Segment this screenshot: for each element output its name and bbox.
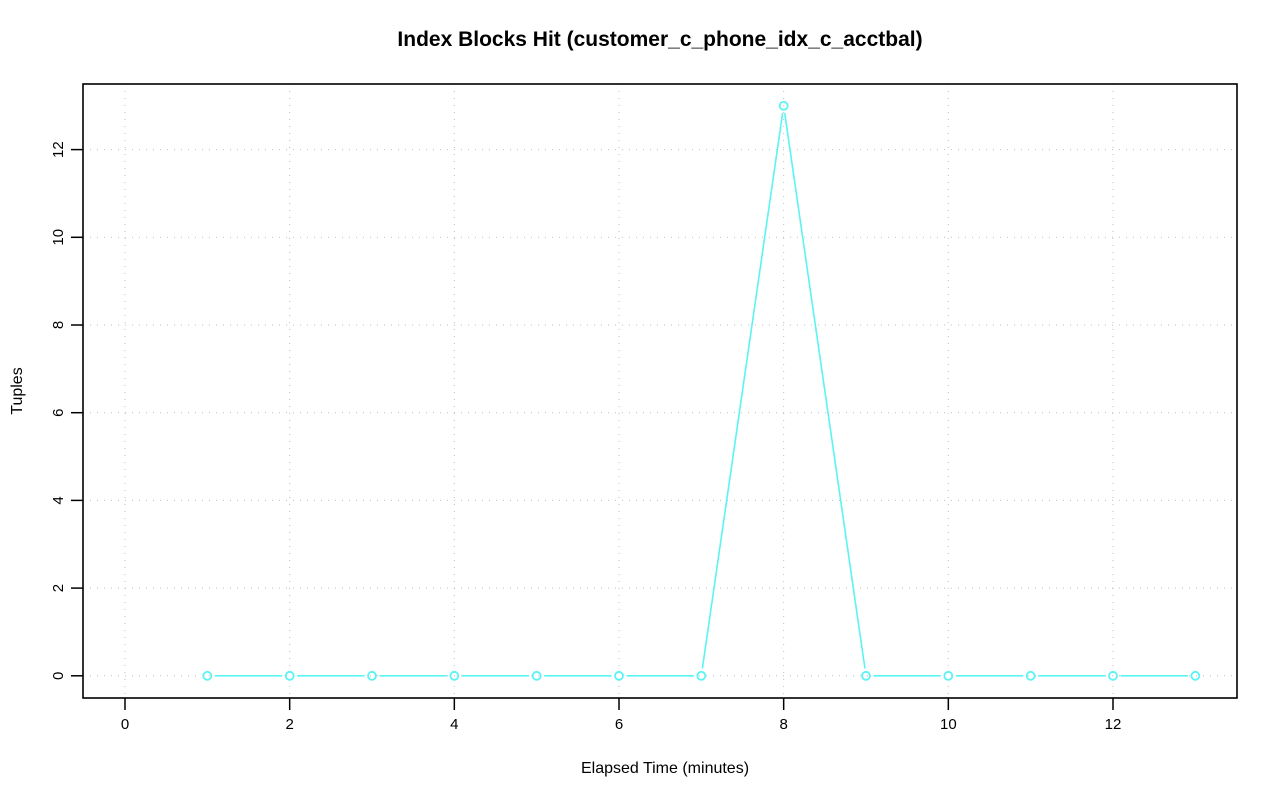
svg-text:2: 2 (50, 584, 67, 592)
svg-text:0: 0 (121, 716, 129, 733)
svg-text:12: 12 (50, 141, 67, 158)
svg-text:4: 4 (450, 716, 458, 733)
svg-text:10: 10 (940, 716, 957, 733)
svg-text:0: 0 (50, 672, 67, 680)
svg-text:10: 10 (50, 229, 67, 246)
svg-text:8: 8 (50, 321, 67, 329)
svg-text:12: 12 (1105, 716, 1122, 733)
svg-text:6: 6 (50, 409, 67, 417)
svg-text:2: 2 (285, 716, 293, 733)
svg-text:4: 4 (50, 496, 67, 504)
svg-text:Elapsed Time (minutes): Elapsed Time (minutes) (581, 760, 749, 777)
svg-text:6: 6 (615, 716, 623, 733)
svg-text:8: 8 (779, 716, 787, 733)
svg-text:Tuples: Tuples (9, 367, 26, 414)
svg-text:Index Blocks Hit (customer_c_p: Index Blocks Hit (customer_c_phone_idx_c… (397, 28, 922, 51)
